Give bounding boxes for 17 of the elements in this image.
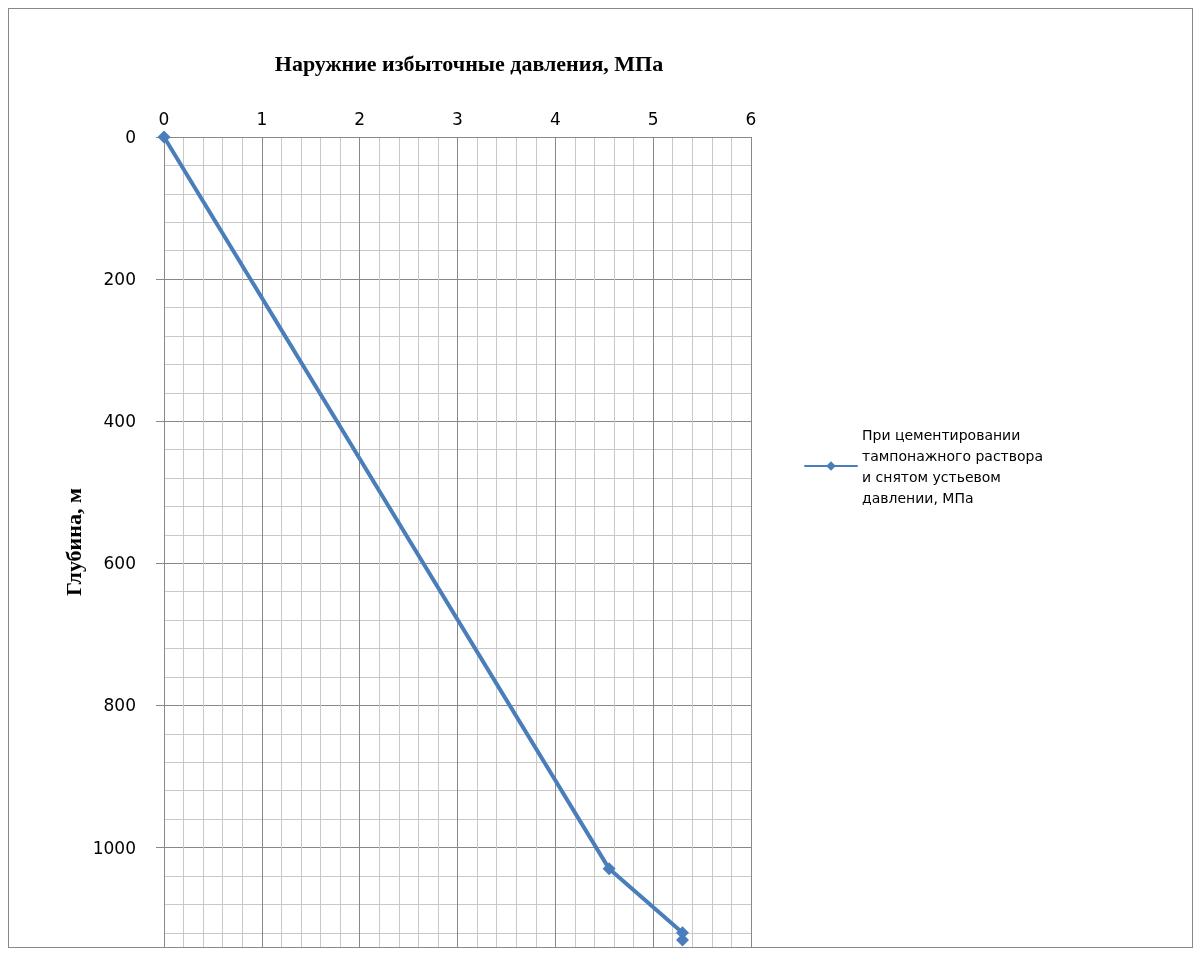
x-tick-label: 0 (158, 108, 170, 129)
y-tick-label: 400 (103, 411, 136, 432)
y-tick-label: 600 (103, 553, 136, 574)
y-tick-label: 200 (103, 269, 136, 290)
x-tick-label: 6 (745, 108, 757, 129)
y-tick-label: 1000 (92, 837, 136, 858)
y-axis-title: Глубина, м (60, 488, 86, 596)
y-tick-label: 800 (103, 695, 136, 716)
x-tick-label: 3 (452, 108, 463, 129)
x-tick-label: 4 (549, 108, 561, 129)
x-tick-label: 1 (256, 108, 268, 129)
x-tick-label: 2 (354, 108, 366, 129)
chart-title: Наружние избыточные давления, МПа (274, 50, 664, 76)
point (602, 862, 616, 876)
legend-label: При цементировании тампонажного раствора и снятом устьевом давлении, МПа (862, 426, 1048, 506)
x-tick-label: 5 (647, 108, 659, 129)
y-tick-label: 0 (125, 127, 136, 147)
